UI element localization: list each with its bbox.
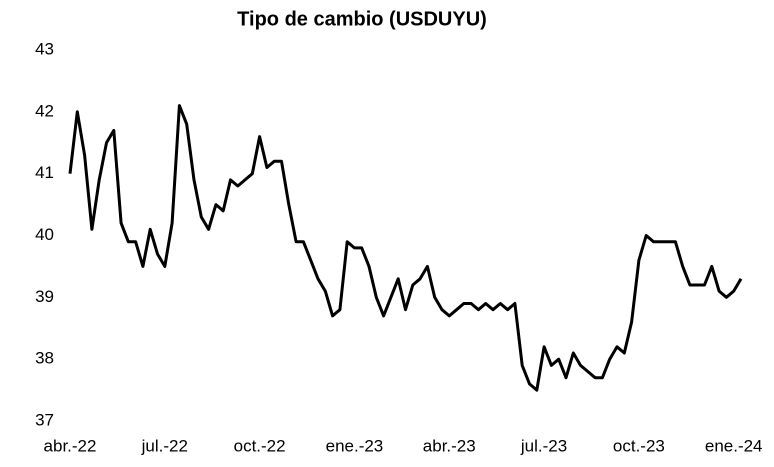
x-tick-label: ene.-24 bbox=[705, 436, 763, 455]
x-tick-label: abr.-23 bbox=[423, 436, 476, 455]
y-tick-label: 38 bbox=[35, 349, 54, 368]
y-tick-label: 40 bbox=[35, 225, 54, 244]
y-tick-label: 43 bbox=[35, 39, 54, 58]
x-tick-label: abr.-22 bbox=[44, 436, 97, 455]
y-tick-label: 42 bbox=[35, 101, 54, 120]
y-tick-label: 39 bbox=[35, 287, 54, 306]
x-tick-label: jul.-23 bbox=[520, 436, 567, 455]
x-tick-label: oct.-22 bbox=[234, 436, 286, 455]
x-tick-label: ene.-23 bbox=[326, 436, 384, 455]
line bbox=[68, 104, 743, 392]
x-tick-label: oct.-23 bbox=[613, 436, 665, 455]
y-tick-label: 41 bbox=[35, 163, 54, 182]
chart-title: Tipo de cambio (USDUYU) bbox=[237, 8, 487, 30]
y-tick-label: 37 bbox=[35, 410, 54, 429]
x-tick-label: jul.-22 bbox=[141, 436, 188, 455]
